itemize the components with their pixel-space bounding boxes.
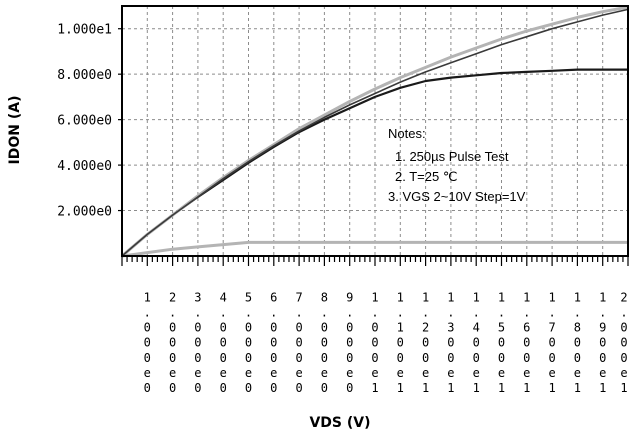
series-line-4 xyxy=(121,8,629,257)
x-tick-label: 1e003.1 xyxy=(447,290,454,395)
x-tick-label: 0e000.8 xyxy=(321,290,328,395)
y-tick-label: 8.000e0 xyxy=(57,68,112,83)
note-line-2: 2. T=25 ℃ xyxy=(395,169,457,184)
x-tick-label: 0e000.9 xyxy=(346,290,353,395)
x-tick-label: 0e000.2 xyxy=(169,290,176,395)
x-tick-label: 1e000.2 xyxy=(620,290,627,395)
x-tick-label: 1e005.1 xyxy=(498,290,505,395)
note-line-3: 3. VGS 2~10V Step=1V xyxy=(388,189,526,204)
grid xyxy=(122,6,628,256)
note-line-1: 1. 250µs Pulse Test xyxy=(395,149,509,164)
x-axis-title: VDS (V) xyxy=(309,415,370,431)
notes-box: Notes: 1. 250µs Pulse Test 2. T=25 ℃ 3. … xyxy=(388,126,526,204)
x-tick-label: 1e001.1 xyxy=(397,290,404,395)
x-tick-label: 1e008.1 xyxy=(574,290,581,395)
x-tick-label: 1e007.1 xyxy=(548,290,555,395)
x-minor-ticks xyxy=(121,256,629,266)
x-tick-label: 1e004.1 xyxy=(473,290,480,395)
y-tick-label: 4.000e0 xyxy=(57,159,112,174)
x-tick-label: 0e000.5 xyxy=(245,290,252,395)
x-tick-label: 0e000.1 xyxy=(144,290,151,395)
y-axis-title: IDON (A) xyxy=(7,96,23,165)
y-tick-label: 6.000e0 xyxy=(57,114,112,129)
x-tick-label: 0e000.6 xyxy=(270,290,277,395)
y-tick-label: 1.000e1 xyxy=(57,23,112,38)
series-line-1 xyxy=(121,240,628,258)
y-tick-label: 2.000e0 xyxy=(57,205,112,220)
notes-heading: Notes: xyxy=(388,126,426,141)
x-tick-label: 1e006.1 xyxy=(523,290,530,395)
y-tick-labels: 2.000e0 4.000e0 6.000e0 8.000e0 1.000e1 xyxy=(57,23,122,220)
x-tick-label: 0e000.4 xyxy=(220,290,227,395)
x-tick-label: 0e000.3 xyxy=(194,290,201,395)
x-tick-label: 1e002.1 xyxy=(422,290,429,395)
x-tick-label: 1e000.1 xyxy=(371,290,378,395)
x-tick-label: 0e000.7 xyxy=(295,290,302,395)
x-tick-labels: 0e000.1 0e000.2 0e000.3 0e000.4 0e000.5 0e000… xyxy=(144,290,628,395)
x-tick-label: 1e009.1 xyxy=(599,290,606,395)
series-group xyxy=(121,5,629,258)
series-line-3 xyxy=(121,5,629,258)
